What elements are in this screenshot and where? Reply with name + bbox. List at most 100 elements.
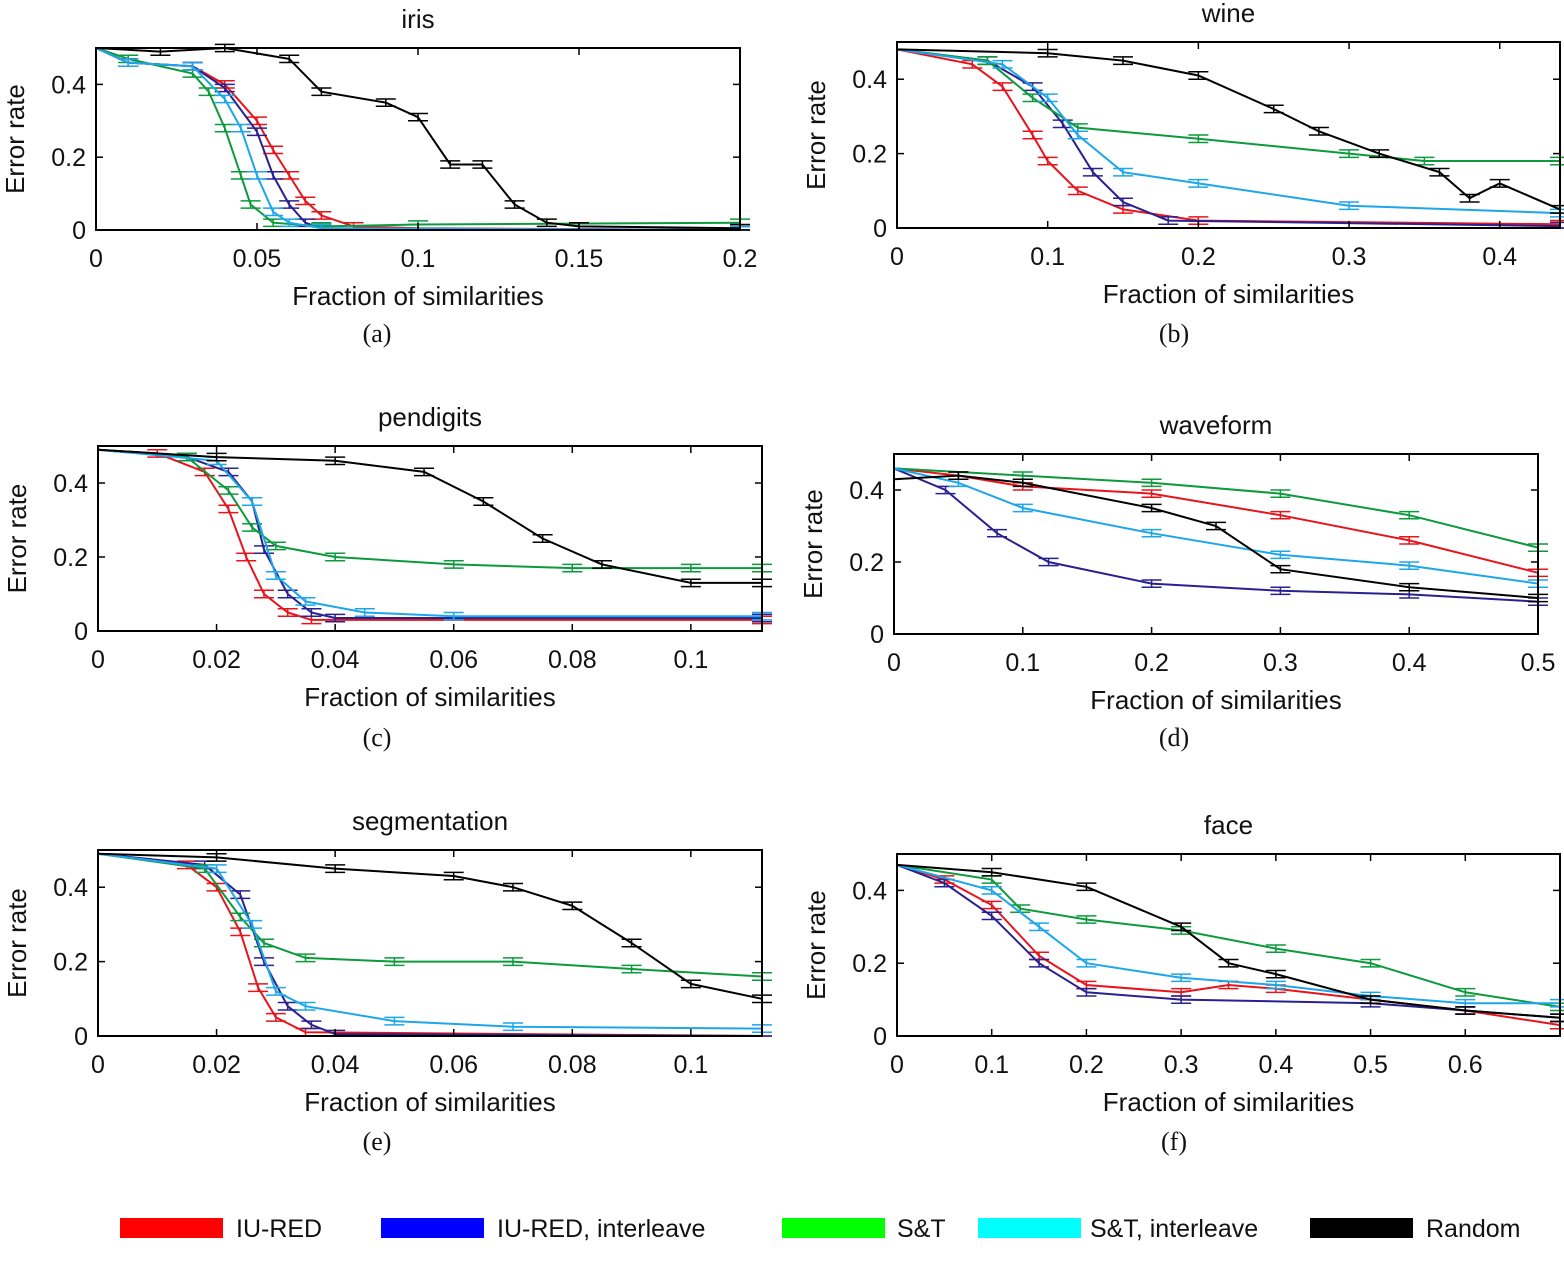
- legend-swatch: [120, 1218, 223, 1238]
- error-bar: [1429, 167, 1450, 177]
- error-bar: [443, 559, 464, 569]
- error-bar: [277, 1001, 298, 1011]
- subplot-waveform: waveform 0 0.1 0.2 0.3 0.4 0.5 0 0.2 0.4 Fraction …: [798, 410, 1555, 752]
- chart-title: face: [1204, 810, 1253, 840]
- chart-title: iris: [401, 4, 434, 34]
- x-tick-label: 0.6: [1448, 1051, 1483, 1079]
- error-bar: [1369, 149, 1390, 159]
- series-line-random: [896, 863, 1561, 1019]
- error-bar: [992, 82, 1013, 92]
- error-bar: [254, 545, 274, 555]
- error-bar: [414, 467, 435, 477]
- error-bar: [1022, 130, 1043, 140]
- legend-swatch: [1310, 1218, 1413, 1238]
- error-bar: [384, 957, 405, 967]
- error-bar: [504, 200, 525, 209]
- error-bar: [621, 938, 642, 948]
- error-bar: [1067, 186, 1088, 196]
- error-bar: [1455, 987, 1476, 997]
- error-bar: [443, 871, 464, 881]
- error-bar: [1399, 536, 1420, 545]
- error-bar: [1037, 48, 1058, 58]
- y-tick-label: 0.4: [852, 66, 887, 94]
- y-tick-label: 0.2: [51, 144, 86, 172]
- y-tick-label: 0.2: [852, 141, 887, 169]
- error-bar: [473, 497, 494, 506]
- error-bar: [1399, 561, 1420, 570]
- series-line-random: [893, 474, 1539, 599]
- x-tick-label: 0.1: [1005, 649, 1040, 677]
- x-tick-label: 0.08: [548, 1051, 597, 1079]
- error-bar: [247, 171, 267, 180]
- legend-item: S&T, interleave: [978, 1215, 1258, 1243]
- y-tick-label: 0.4: [53, 470, 88, 498]
- error-bar: [680, 563, 701, 573]
- legend-label: S&T, interleave: [1090, 1215, 1258, 1243]
- y-axis-label: Error rate: [2, 888, 32, 998]
- x-tick-label: 0: [91, 1051, 105, 1079]
- x-axis-label: Fraction of similarities: [1103, 1087, 1354, 1117]
- subplot-caption: (f): [1161, 1127, 1187, 1156]
- chart-title: segmentation: [352, 806, 508, 836]
- error-bar: [230, 927, 251, 937]
- y-tick-label: 0.4: [51, 71, 86, 99]
- series-line-s-t: [896, 48, 1560, 162]
- series-line-iu-red-interleave: [896, 48, 1561, 228]
- error-bar: [562, 563, 583, 573]
- y-tick-label: 0.4: [53, 874, 88, 902]
- error-bar: [279, 171, 300, 180]
- error-bar: [1188, 178, 1209, 188]
- legend-item: S&T: [782, 1215, 946, 1243]
- error-bar: [295, 953, 316, 963]
- chart-title: wine: [1201, 0, 1255, 28]
- subplot-caption: (b): [1159, 319, 1189, 348]
- x-tick-label: 0.3: [1164, 1051, 1199, 1079]
- error-bar: [1265, 969, 1286, 979]
- error-bar: [1270, 510, 1291, 520]
- error-bar: [1188, 71, 1209, 80]
- error-bar: [325, 613, 346, 623]
- x-axis-label: Fraction of similarities: [304, 682, 555, 712]
- y-tick-label: 0.4: [852, 877, 887, 905]
- error-bar: [1141, 528, 1162, 538]
- x-tick-label: 0.08: [548, 646, 597, 674]
- x-tick-label: 0.5: [1521, 649, 1556, 677]
- subplot-face: face 0 0.1 0.2 0.3 0.4 0.5 0.6 0 0.2 0.4 Fraction o…: [801, 810, 1564, 1156]
- error-bar: [408, 112, 428, 122]
- error-bar: [325, 456, 346, 466]
- legend-item: IU-RED: [120, 1215, 322, 1243]
- error-bar: [1076, 882, 1097, 892]
- series-line-iu-red-interleave: [896, 863, 1561, 1019]
- x-tick-label: 0.1: [673, 1051, 708, 1079]
- x-tick-label: 0.15: [555, 245, 604, 273]
- error-bar: [295, 596, 316, 606]
- subplot-wine: wine 0 0.1 0.2 0.3 0.4 0 0.2 0.4 Fraction of simi…: [801, 0, 1564, 348]
- series-line-iu-red-interleave: [97, 852, 763, 1037]
- subplot-iris: iris 0 0.05 0.1 0.15 0.2 0 0.2 0.4 Fraction of si…: [0, 4, 757, 348]
- error-bar: [279, 218, 300, 228]
- error-bar: [242, 497, 263, 506]
- y-tick-label: 0.2: [53, 949, 88, 977]
- error-bar: [325, 864, 346, 874]
- error-bar: [503, 957, 523, 967]
- error-bar: [214, 123, 235, 133]
- error-bar: [1489, 178, 1510, 188]
- error-bar: [206, 864, 227, 874]
- error-bar: [265, 571, 286, 580]
- error-bar: [1206, 521, 1226, 531]
- series-line-s-t-interleave: [97, 852, 763, 1030]
- y-axis-label: Error rate: [798, 489, 828, 599]
- error-bar: [1067, 130, 1088, 140]
- error-bar: [562, 901, 583, 911]
- legend-label: Random: [1426, 1215, 1521, 1243]
- subplot-caption: (e): [363, 1127, 392, 1156]
- error-bar: [680, 578, 701, 588]
- error-bar: [301, 1020, 322, 1030]
- error-bar: [1158, 216, 1179, 226]
- y-tick-label: 0.2: [852, 950, 887, 978]
- error-bar: [1141, 579, 1162, 588]
- error-bar: [254, 589, 274, 599]
- subplot-caption: (a): [363, 319, 392, 348]
- x-axis-label: Fraction of similarities: [304, 1087, 555, 1117]
- y-tick-label: 0: [74, 1023, 88, 1051]
